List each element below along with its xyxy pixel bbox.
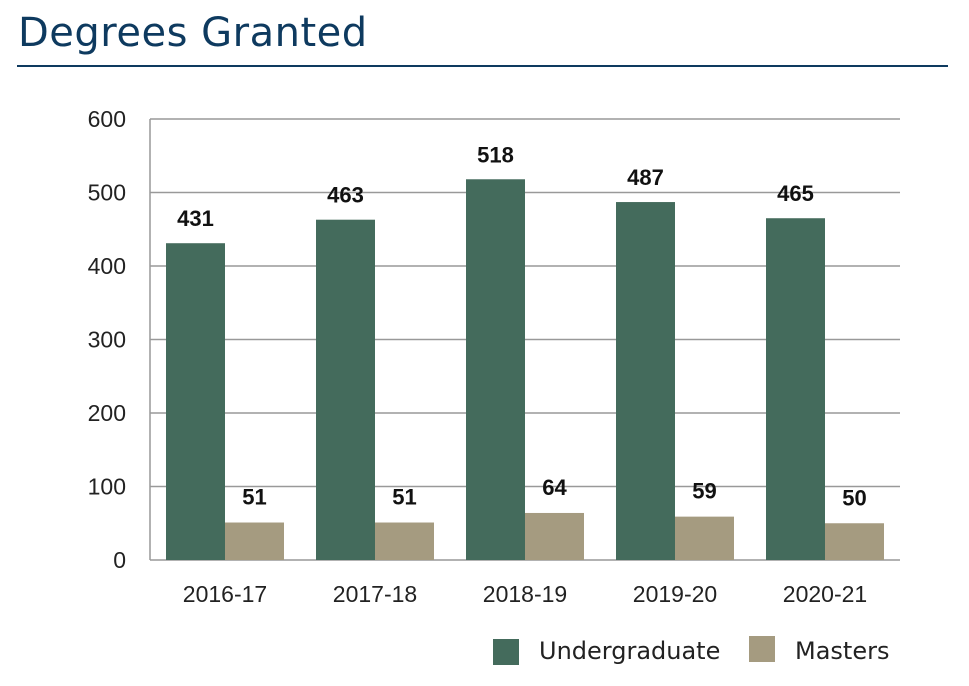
x-tick-label: 2019-20 [633,581,717,607]
data-label: 487 [627,165,664,190]
bar-masters [225,522,284,560]
x-tick-label: 2017-18 [333,581,417,607]
data-label: 59 [692,479,716,504]
bar-undergraduate [316,219,375,560]
legend-swatch-undergraduate [493,639,519,665]
legend-swatch-masters [749,636,775,662]
y-tick-label: 100 [88,474,126,500]
data-label: 50 [842,485,866,510]
data-label: 64 [542,475,567,500]
bar-undergraduate [466,179,525,560]
bar-masters [525,512,584,560]
title-divider [17,65,948,67]
y-tick-label: 300 [88,327,126,353]
y-tick-label: 0 [113,547,126,573]
legend-label: Masters [795,637,889,665]
bar-masters [825,523,884,560]
y-tick-label: 200 [88,400,126,426]
x-tick-label: 2016-17 [183,581,267,607]
data-label: 51 [392,485,416,510]
data-label: 518 [477,142,514,167]
bar-masters [675,516,734,560]
bar-undergraduate [616,202,675,560]
y-tick-label: 600 [88,106,126,132]
bar-undergraduate [166,243,225,560]
page-title: Degrees Granted [18,10,368,56]
data-label: 465 [777,181,814,206]
legend-label: Undergraduate [539,637,720,665]
bar-masters [375,522,434,560]
x-tick-label: 2018-19 [483,581,567,607]
bar-undergraduate [766,218,825,560]
data-label: 51 [242,485,266,510]
x-tick-label: 2020-21 [783,581,867,607]
data-label: 431 [177,206,214,231]
y-tick-label: 500 [88,180,126,206]
data-label: 463 [327,183,364,208]
y-tick-label: 400 [88,253,126,279]
